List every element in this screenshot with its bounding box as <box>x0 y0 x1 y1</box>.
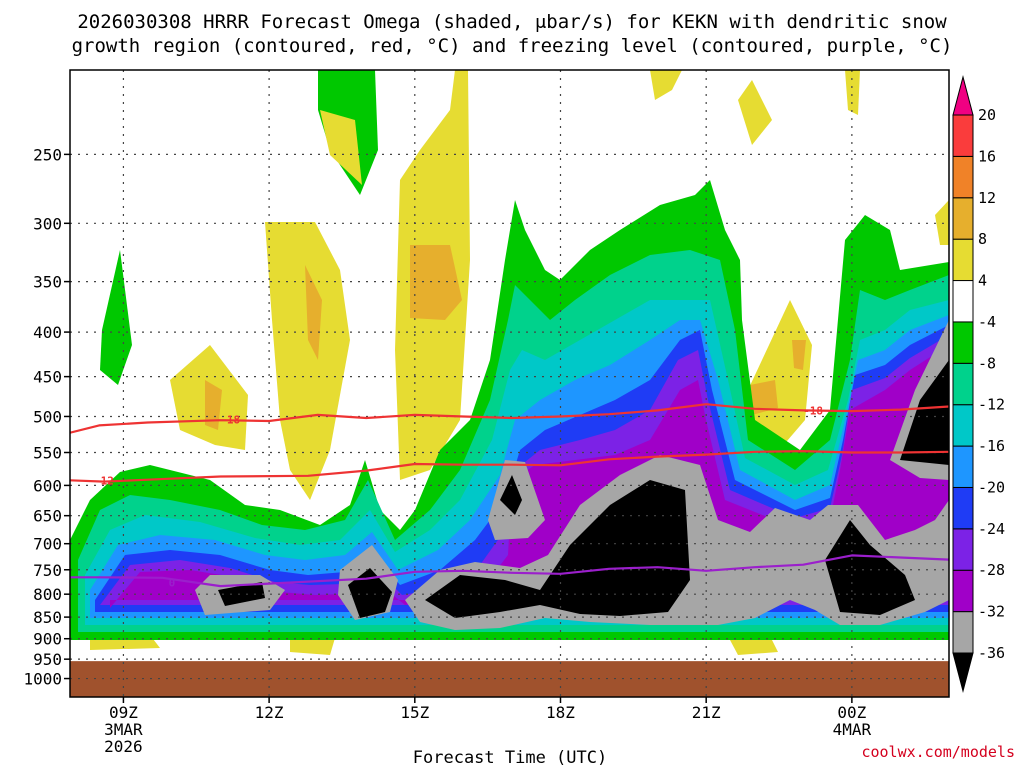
colorbar-bin <box>952 404 974 447</box>
contour-label: -18 <box>220 413 240 426</box>
y-tick-label: 600 <box>33 476 62 495</box>
x-tick-date: 4MAR <box>833 720 872 739</box>
omega-region <box>410 245 462 320</box>
omega-region <box>792 340 806 370</box>
colorbar-bin <box>952 569 974 613</box>
chart-title-line2: growth region (contoured, red, °C) and f… <box>72 35 953 57</box>
omega-region <box>748 300 812 455</box>
colorbar-tick-label: 4 <box>978 272 987 290</box>
y-tick-label: 900 <box>33 630 62 649</box>
colorbar-tick-label: -12 <box>978 396 1005 414</box>
x-tick-label: 21Z <box>692 703 721 722</box>
omega-region <box>265 222 350 500</box>
y-tick-label: 650 <box>33 507 62 526</box>
omega-region <box>348 568 392 618</box>
colorbar-tick-label: -16 <box>978 437 1005 455</box>
omega-region <box>100 250 132 385</box>
omega-region <box>738 80 772 145</box>
colorbar-max-arrow <box>952 75 974 116</box>
colorbar-bin <box>952 528 974 571</box>
omega-region <box>730 636 778 655</box>
y-tick-label: 1000 <box>23 670 62 689</box>
contour-label: -18 <box>803 404 823 417</box>
credit-text: coolwx.com/models <box>861 743 1015 761</box>
colorbar-bin <box>952 155 974 199</box>
colorbar-tick-label: -4 <box>978 313 996 331</box>
omega-region <box>900 360 949 465</box>
omega-region <box>218 582 265 606</box>
y-tick-label: 800 <box>33 585 62 604</box>
colorbar-tick-label: -24 <box>978 520 1005 538</box>
y-tick-label: 250 <box>33 145 62 164</box>
colorbar-tick-label: -32 <box>978 603 1005 621</box>
omega-shaded-field <box>70 70 949 697</box>
y-tick-label: 750 <box>33 561 62 580</box>
contour-labels: -18 -18 -12 0 <box>94 404 823 590</box>
temperature-contours <box>70 403 949 588</box>
x-tick-label: 18Z <box>546 703 575 722</box>
colorbar-tick-label: 12 <box>978 189 996 207</box>
x-tick-label: 09Z <box>109 703 138 722</box>
y-tick-label: 300 <box>33 214 62 233</box>
contour-line--12 <box>70 450 949 483</box>
ground-fill <box>70 661 949 697</box>
colorbar-tick-label: -36 <box>978 644 1005 662</box>
colorbar-bin <box>952 611 974 654</box>
contour-label: -12 <box>94 474 114 487</box>
contour-line-0 <box>70 554 949 588</box>
colorbar-tick-label: -28 <box>978 561 1005 579</box>
colorbar-bin <box>952 445 974 488</box>
omega-region <box>320 110 362 185</box>
omega-region <box>305 265 322 360</box>
x-tick-label: 15Z <box>400 703 429 722</box>
colorbar-tick-label: 8 <box>978 230 987 248</box>
contour-line--18 <box>70 403 949 434</box>
omega-region <box>500 475 522 515</box>
plot-frame <box>69 69 950 698</box>
y-tick-label: 450 <box>33 368 62 387</box>
y-tick-label: 550 <box>33 444 62 463</box>
colorbar-tick-label: -20 <box>978 478 1005 496</box>
omega-region <box>425 480 690 618</box>
chart-title-line1: 2026030308 HRRR Forecast Omega (shaded, … <box>77 11 947 33</box>
colorbar-bin <box>952 486 974 530</box>
omega-region <box>205 380 222 430</box>
x-tick-label: 00Z <box>837 703 866 722</box>
colorbar-tick-label: 16 <box>978 147 996 165</box>
y-tick-label: 500 <box>33 407 62 426</box>
colorbar-tick-label: -8 <box>978 354 996 372</box>
x-tick-date: 3MAR <box>104 720 143 739</box>
y-axis: 250 300 350 400 450 500 550 600 650 700 750 800 850 9… <box>23 145 70 689</box>
colorbar-bin <box>952 238 974 282</box>
colorbar-bin <box>952 197 974 240</box>
colorbar-min-arrow <box>952 652 974 693</box>
omega-region <box>650 70 682 100</box>
colorbar: 20 16 12 8 4 -4 -8 -12 -16 -20 -24 -28 -32 -36 <box>952 75 1005 693</box>
y-tick-label: 400 <box>33 323 62 342</box>
contour-label: 0 <box>169 577 176 590</box>
x-tick-year: 2026 <box>104 737 143 756</box>
y-tick-label: 850 <box>33 608 62 627</box>
omega-region <box>750 380 778 415</box>
colorbar-bin <box>952 280 974 323</box>
colorbar-bin <box>952 321 974 364</box>
y-tick-label: 350 <box>33 273 62 292</box>
y-tick-label: 950 <box>33 650 62 669</box>
x-tick-label: 12Z <box>255 703 284 722</box>
colorbar-tick-label: 20 <box>978 106 996 124</box>
grid-lines <box>70 70 949 697</box>
omega-region <box>845 70 860 115</box>
omega-region <box>935 200 949 245</box>
y-tick-label: 700 <box>33 535 62 554</box>
colorbar-bin <box>952 114 974 157</box>
colorbar-bin <box>952 362 974 406</box>
x-axis-title: Forecast Time (UTC) <box>413 748 607 768</box>
omega-region <box>290 638 335 655</box>
